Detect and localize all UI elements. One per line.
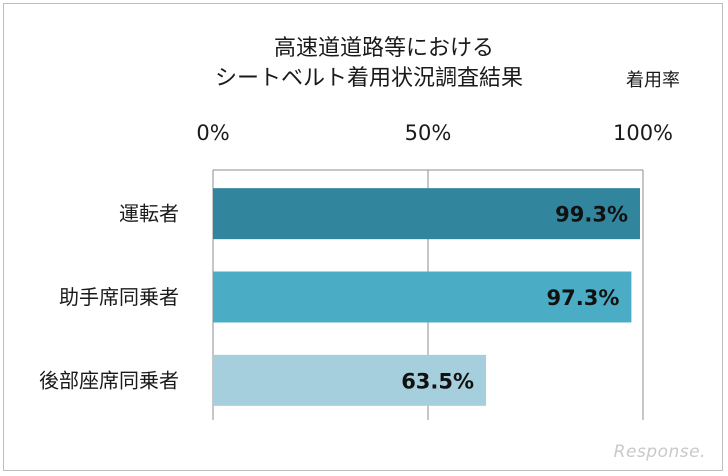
x-tick-label: 0%	[196, 121, 229, 145]
x-tick-label: 100%	[613, 121, 673, 145]
chart-title-line1: 高速道道路等における	[273, 36, 494, 61]
chart-title-line2: シートベルト着用状況調査結果	[214, 66, 523, 91]
watermark-logo: Response.	[613, 442, 706, 462]
category-label: 運転者	[119, 202, 179, 226]
x-tick-label: 50%	[405, 121, 452, 145]
bar	[213, 271, 632, 323]
data-label: 99.3%	[555, 203, 628, 227]
data-label: 63.5%	[401, 369, 474, 393]
bar	[213, 354, 487, 406]
chart-title: 高速道道路等における シートベルト着用状況調査結果	[0, 34, 728, 94]
category-label: 助手席同乗者	[59, 285, 179, 309]
unit-label: 着用率	[626, 70, 680, 91]
bar	[213, 188, 640, 240]
category-label: 後部座席同乗者	[39, 368, 179, 392]
data-label: 97.3%	[547, 286, 620, 310]
